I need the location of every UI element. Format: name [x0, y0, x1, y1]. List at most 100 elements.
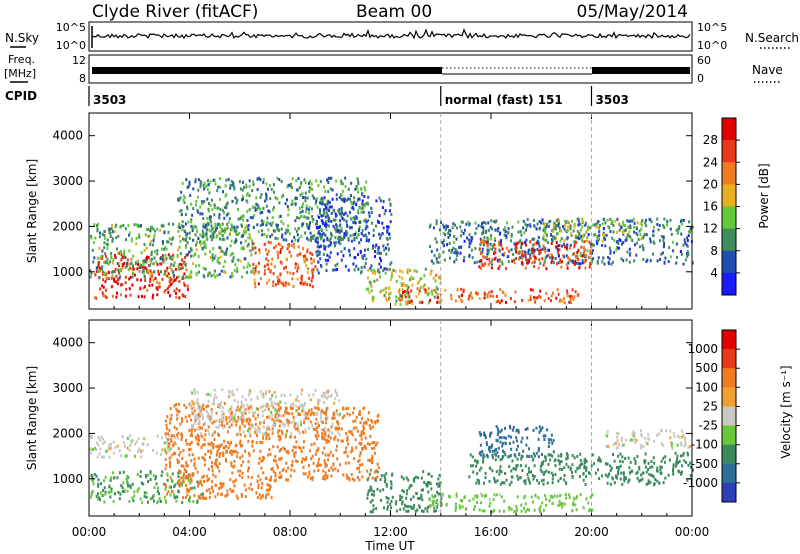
scatter-cell [248, 486, 251, 490]
scatter-cell [168, 276, 171, 280]
scatter-cell [201, 492, 204, 496]
scatter-cell [533, 242, 536, 246]
scatter-cell [246, 418, 248, 421]
scatter-cell [597, 237, 600, 241]
scatter-cell [574, 503, 577, 507]
scatter-cell [256, 177, 259, 181]
scatter-cell [271, 432, 274, 436]
scatter-cell [350, 450, 353, 454]
scatter-cell [114, 267, 117, 271]
scatter-cell [198, 264, 201, 268]
y-tick-label: 1000 [52, 265, 83, 279]
scatter-cell [196, 433, 199, 437]
scatter-cell [294, 435, 296, 439]
scatter-cell [231, 450, 234, 453]
scatter-cell [434, 279, 437, 283]
scatter-cell [455, 226, 458, 230]
scatter-cell [176, 436, 179, 440]
scatter-cell [536, 248, 539, 251]
scatter-cell [214, 393, 217, 397]
scatter-cell [201, 483, 203, 487]
scatter-cell [300, 404, 303, 408]
scatter-cell [315, 200, 318, 204]
scatter-cell [164, 253, 167, 257]
scatter-cell [324, 433, 327, 437]
scatter-cell [226, 489, 229, 493]
scatter-cell [460, 287, 463, 291]
scatter-cell [679, 471, 682, 475]
scatter-cell [123, 249, 126, 253]
scatter-cell [179, 422, 182, 426]
scatter-cell [139, 286, 142, 290]
scatter-cell [209, 218, 212, 222]
scatter-cell [250, 423, 253, 427]
scatter-cell [458, 245, 460, 249]
scatter-cell [384, 477, 387, 481]
scatter-cell [616, 240, 619, 243]
scatter-cell [196, 470, 199, 474]
scatter-cell [302, 430, 304, 434]
scatter-cell [239, 469, 242, 473]
scatter-cell [267, 453, 270, 457]
scatter-cell [347, 406, 350, 410]
scatter-cell [252, 267, 255, 271]
scatter-cell [204, 458, 206, 462]
scatter-cell [430, 250, 433, 253]
scatter-cell [584, 266, 587, 270]
scatter-cell [363, 431, 365, 435]
scatter-cell [184, 470, 187, 474]
scatter-cell [340, 214, 343, 218]
scatter-cell [203, 480, 205, 483]
scatter-cell [379, 251, 382, 255]
scatter-cell [181, 181, 184, 185]
scatter-cell [173, 261, 176, 264]
scatter-cell [641, 219, 644, 223]
scatter-cell [296, 427, 299, 431]
scatter-cell [182, 275, 185, 279]
scatter-cell [551, 291, 554, 295]
scatter-cell [601, 222, 604, 226]
scatter-cell [265, 197, 268, 201]
scatter-cell [436, 490, 438, 494]
scatter-cell [297, 227, 300, 230]
scatter-cell [352, 411, 354, 415]
scatter-cell [522, 226, 525, 230]
scatter-cell [109, 260, 111, 264]
scatter-cell [244, 411, 247, 415]
y-tick-label: 4000 [52, 129, 83, 143]
scatter-cell [491, 247, 494, 251]
scatter-cell [361, 202, 364, 206]
scatter-cell [503, 251, 506, 255]
scatter-cell [358, 470, 361, 474]
scatter-cell [394, 502, 397, 506]
scatter-cell [542, 263, 545, 267]
scatter-cell [495, 447, 498, 451]
scatter-cell [649, 480, 652, 484]
scatter-cell [180, 464, 183, 468]
scatter-cell [687, 253, 690, 256]
scatter-cell [571, 474, 574, 478]
scatter-cell [385, 484, 388, 488]
scatter-cell [311, 285, 314, 289]
scatter-cell [155, 260, 158, 264]
scatter-cell [113, 476, 116, 480]
scatter-cell [410, 277, 413, 281]
scatter-cell [204, 252, 207, 256]
scatter-cell [420, 277, 423, 280]
scatter-cell [379, 199, 382, 203]
scatter-cell [360, 271, 362, 275]
scatter-cell [484, 476, 487, 480]
scatter-cell [252, 414, 255, 418]
scatter-cell [338, 433, 341, 436]
scatter-cell [124, 281, 127, 285]
scatter-cell [186, 275, 189, 279]
scatter-cell [194, 418, 197, 422]
scatter-cell [336, 213, 339, 217]
scatter-cell [209, 449, 212, 453]
scatter-cell [669, 218, 672, 222]
scatter-cell [563, 239, 566, 243]
scatter-cell [307, 475, 310, 479]
scatter-cell [549, 458, 552, 462]
scatter-cell [604, 237, 607, 241]
scatter-cell [501, 444, 504, 448]
